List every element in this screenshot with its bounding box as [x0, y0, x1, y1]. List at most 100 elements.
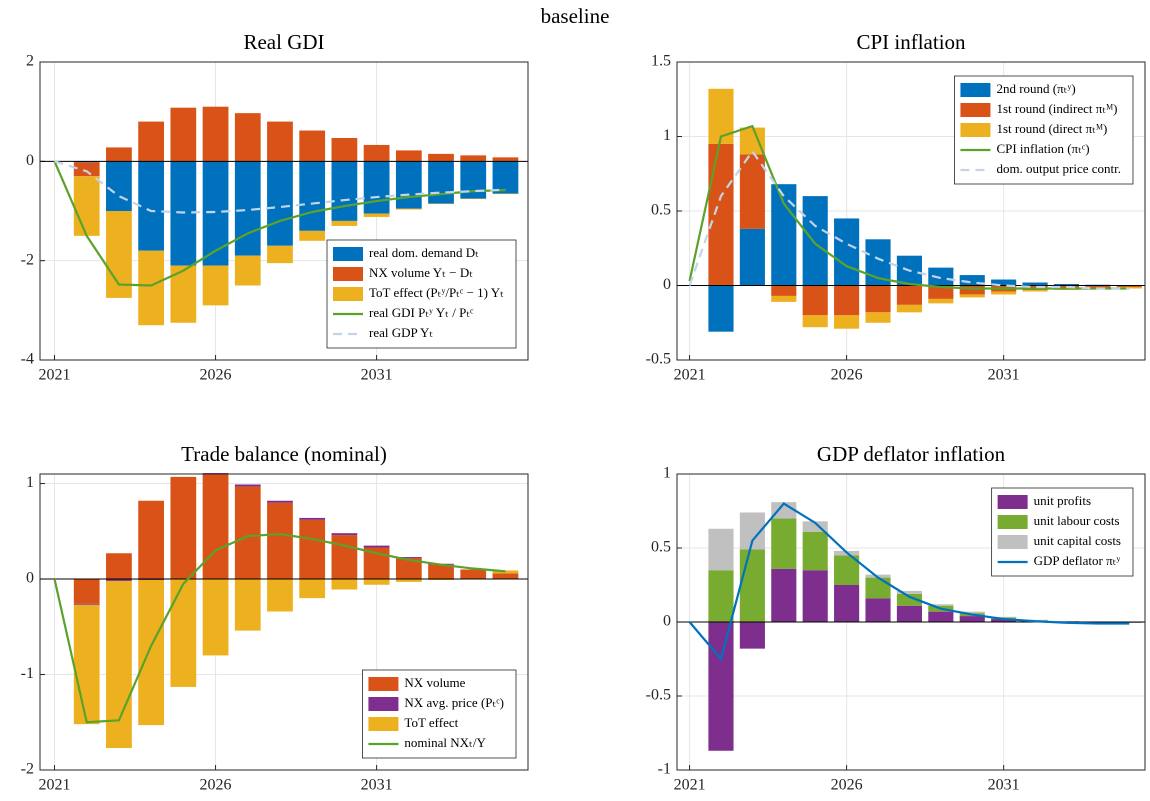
bar [331, 579, 358, 590]
bar [299, 517, 326, 520]
bar [1022, 619, 1048, 621]
panel-title: Trade balance (nominal) [181, 442, 387, 466]
bar [991, 291, 1017, 295]
bar [896, 304, 922, 313]
x-tick-label: 2026 [200, 367, 232, 384]
bar [395, 150, 422, 162]
bar [267, 121, 293, 162]
bar [267, 579, 293, 612]
legend-swatch [997, 495, 1028, 509]
bar [834, 585, 860, 622]
y-tick-label: 0 [663, 276, 671, 293]
bar [802, 315, 828, 328]
legend-label: ToT effect (Pₜʸ/Pₜᶜ − 1) Yₜ [369, 285, 504, 300]
bar [1116, 285, 1142, 287]
legend: real dom. demand Dₜ NX volume Yₜ − Dₜ ToT … [326, 239, 517, 349]
line [688, 502, 1130, 662]
bar [771, 184, 797, 286]
bar [331, 161, 358, 221]
bar [299, 130, 326, 162]
legend-label: ToT effect [404, 715, 458, 730]
x-tick-label: 2026 [831, 777, 863, 794]
y-tick-label: -0.5 [646, 687, 671, 704]
bar [739, 228, 765, 286]
bar [991, 279, 1017, 286]
bar [73, 603, 100, 605]
legend-label: real dom. demand Dₜ [369, 245, 479, 260]
bar [991, 619, 1017, 622]
legend-swatch [333, 267, 363, 281]
x-tick-label: 2026 [200, 777, 232, 794]
panel-title: GDP deflator inflation [817, 442, 1006, 466]
panel-title: CPI inflation [856, 30, 966, 54]
bar [1053, 284, 1080, 286]
bar [138, 161, 165, 251]
bar [865, 577, 891, 599]
bar [138, 500, 165, 580]
bar [395, 161, 422, 209]
bar [896, 590, 922, 594]
legend-label: 1st round (indirect πₜᴹ) [996, 101, 1117, 116]
bar [73, 604, 100, 725]
x-tick-label: 2026 [831, 367, 863, 384]
bar [363, 161, 390, 214]
bar [865, 285, 891, 313]
legend-label: GDP deflator πₜʸ [1034, 553, 1121, 568]
bar [299, 161, 326, 231]
line [53, 533, 506, 724]
bar [299, 579, 326, 599]
axes-frame [39, 473, 529, 771]
bar [202, 474, 229, 580]
bar [331, 533, 358, 536]
legend-label: unit profits [1034, 493, 1091, 508]
bar [739, 549, 765, 622]
bar [363, 213, 390, 217]
bar [202, 161, 229, 266]
bar [106, 147, 132, 162]
bar [234, 579, 261, 631]
bar [170, 476, 197, 580]
bar [460, 155, 487, 162]
bar [267, 245, 293, 264]
bar [928, 611, 954, 622]
bar [299, 230, 326, 241]
bar [73, 162, 100, 177]
y-tick-label: -4 [21, 351, 34, 368]
legend-label: dom. output price contr. [996, 161, 1121, 176]
bar [896, 593, 922, 606]
bar [896, 605, 922, 622]
bar [708, 622, 734, 751]
x-tick-label: 2021 [38, 777, 70, 794]
y-tick-label: -1 [21, 665, 34, 682]
bar [865, 574, 891, 578]
x-tick-label: 2031 [361, 777, 393, 794]
bar [492, 157, 519, 162]
bar [267, 502, 293, 580]
bar [959, 611, 985, 614]
y-tick-label: -0.5 [646, 351, 671, 368]
bar [708, 143, 734, 286]
legend-swatch [368, 717, 399, 731]
bar [170, 579, 197, 687]
y-tick-label: 1.5 [651, 53, 671, 70]
panel: Real GDI -4 -2 0 2 2021 2026 2031 real dom. dema… [21, 30, 529, 384]
bar [492, 573, 519, 580]
legend-swatch [368, 697, 399, 711]
bar [202, 106, 229, 162]
bar [106, 579, 132, 581]
legend-label: real GDI Pₜʸ Yₜ / Pₜᶜ [369, 305, 474, 320]
bar [802, 521, 828, 532]
legend-swatch [333, 247, 363, 261]
bar [395, 579, 422, 582]
x-tick-label: 2021 [38, 367, 70, 384]
bar [802, 570, 828, 622]
bar [106, 553, 132, 580]
bar [492, 161, 519, 194]
bar [492, 570, 519, 574]
y-tick-label: 2 [26, 53, 34, 70]
bar [1085, 285, 1111, 288]
bar [331, 137, 358, 162]
axes-frame [676, 473, 1146, 771]
x-tick-label: 2031 [988, 777, 1020, 794]
